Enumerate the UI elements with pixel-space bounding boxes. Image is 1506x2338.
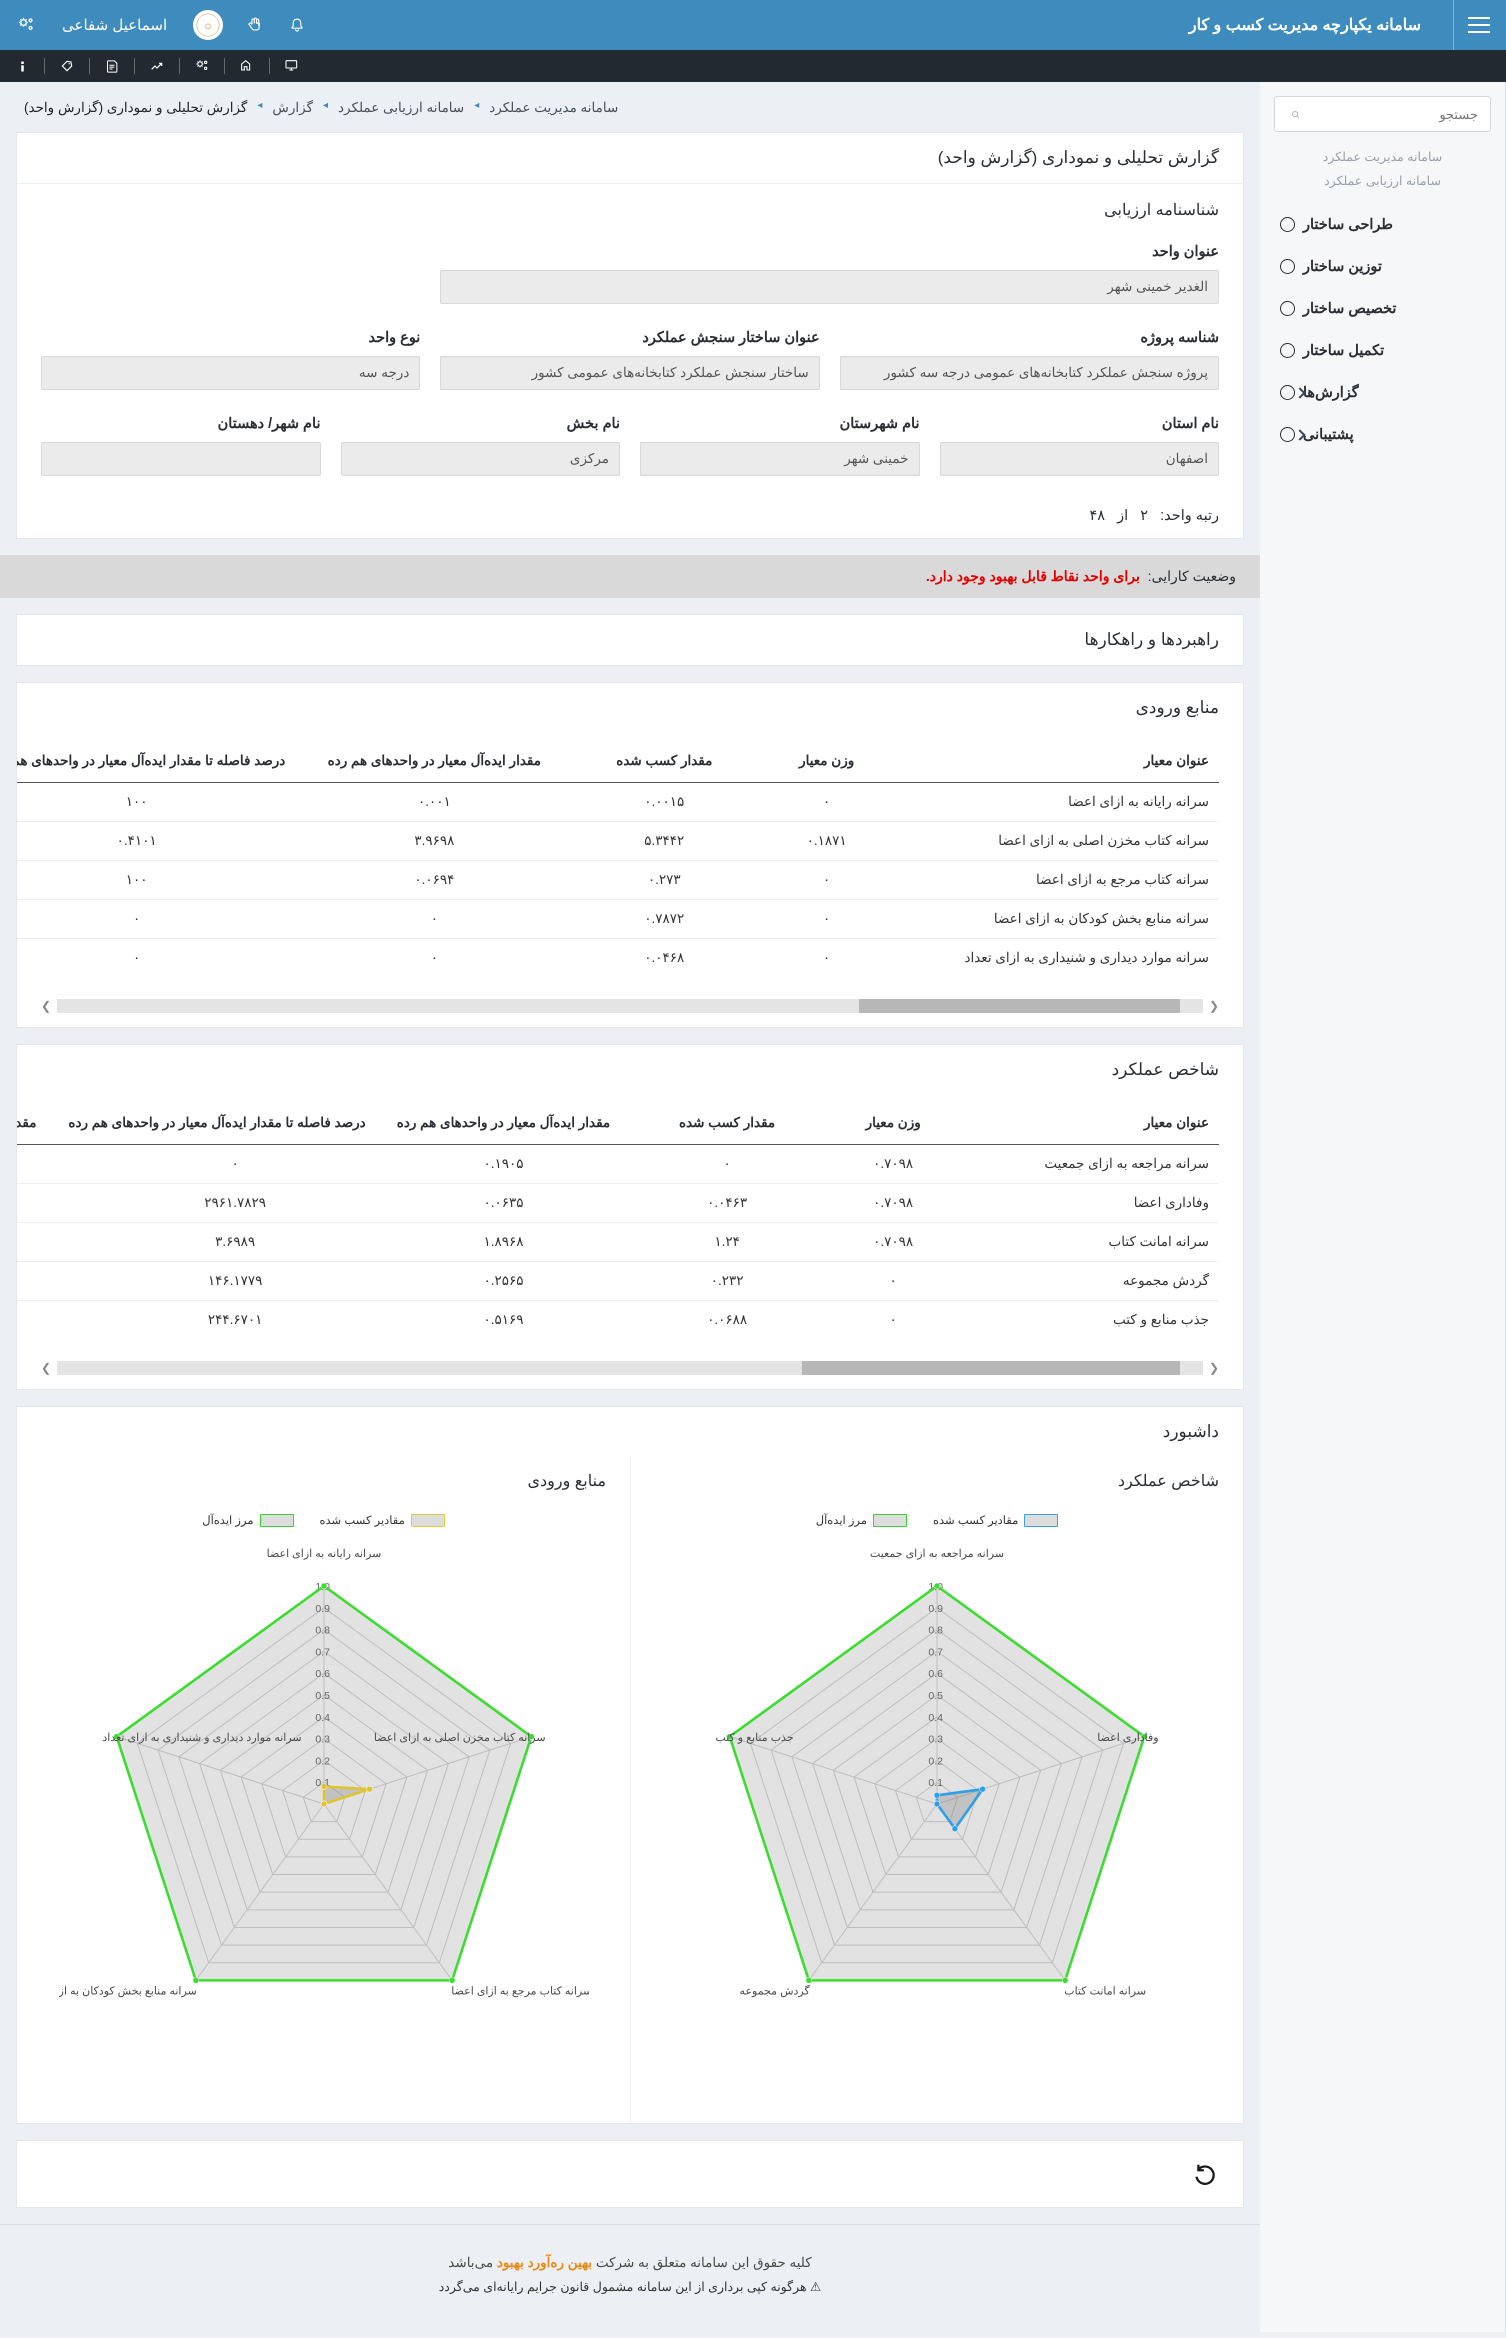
svg-text:سرانه کتاب مخزن اصلی به ازای ا: سرانه کتاب مخزن اصلی به ازای اعضا [373, 1732, 545, 1744]
svg-text:۞: ۞ [205, 18, 212, 32]
svg-text:0.3: 0.3 [928, 1734, 943, 1746]
svg-text:0.2: 0.2 [315, 1755, 330, 1767]
svg-text:0.5: 0.5 [928, 1690, 943, 1702]
svg-text:0.8: 0.8 [315, 1625, 330, 1637]
svg-text:0.6: 0.6 [928, 1668, 943, 1680]
svg-text:0.9: 0.9 [928, 1603, 943, 1615]
svg-text:0.7: 0.7 [928, 1646, 943, 1658]
svg-text:0.1: 0.1 [928, 1777, 943, 1789]
svg-text:0.7: 0.7 [315, 1646, 330, 1658]
svg-text:جذب منابع و کتب: جذب منابع و کتب [715, 1732, 793, 1744]
svg-text:سرانه کتاب مرجع به ازای اعضا: سرانه کتاب مرجع به ازای اعضا [451, 1985, 589, 1997]
svg-text:0.2: 0.2 [928, 1755, 943, 1767]
svg-text:سرانه امانت کتاب: سرانه امانت کتاب [1064, 1985, 1146, 1997]
svg-text:گردش مجموعه: گردش مجموعه [740, 1984, 811, 1997]
svg-text:سرانه رایانه به ازای اعضا: سرانه رایانه به ازای اعضا [266, 1548, 381, 1560]
svg-text:0.9: 0.9 [315, 1603, 330, 1615]
svg-text:0.3: 0.3 [315, 1734, 330, 1746]
svg-text:0.4: 0.4 [315, 1712, 330, 1724]
svg-text:0.8: 0.8 [928, 1625, 943, 1637]
svg-text:سرانه موارد دیداری و شنیداری ب: سرانه موارد دیداری و شنیداری به ازای تعد… [102, 1732, 301, 1744]
svg-text:0.5: 0.5 [315, 1690, 330, 1702]
svg-text:سرانه مراجعه به ازای جمعیت: سرانه مراجعه به ازای جمعیت [870, 1548, 1004, 1560]
svg-text:0.4: 0.4 [928, 1712, 943, 1724]
svg-text:سرانه منابع بخش کودکان به ازای: سرانه منابع بخش کودکان به ازای اعضا [59, 1985, 197, 1997]
svg-text:0.6: 0.6 [315, 1668, 330, 1680]
svg-text:وفاداری اعضا: وفاداری اعضا [1097, 1732, 1158, 1744]
